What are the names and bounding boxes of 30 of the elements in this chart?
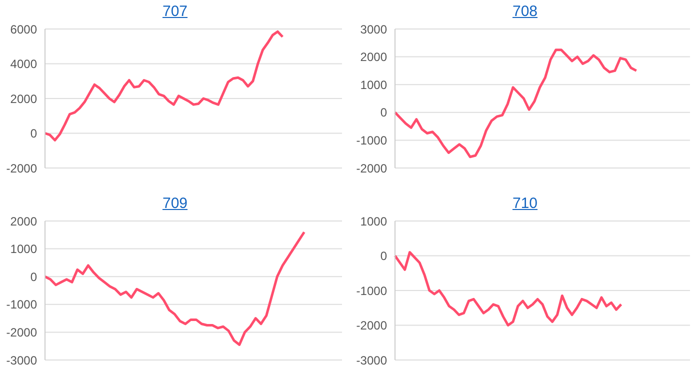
- line-series: [44, 230, 306, 346]
- line-series: [394, 48, 638, 158]
- chart-title: 710: [512, 195, 538, 212]
- y-tick-label: 0: [380, 106, 388, 120]
- y-tick-label: 4000: [10, 57, 38, 72]
- y-tick-label: -1000: [356, 284, 388, 298]
- y-tick-label: 2000: [10, 92, 38, 106]
- y-tick-label: -2000: [356, 318, 388, 333]
- y-tick-label: -1000: [6, 298, 38, 312]
- y-tick-label: -2000: [6, 325, 38, 340]
- y-tick-label: -2000: [356, 161, 388, 176]
- y-tick-label: -1000: [356, 133, 388, 148]
- y-tick-label: 0: [380, 249, 388, 264]
- y-tick-label: 1000: [360, 78, 388, 92]
- y-tick-label: 1000: [10, 242, 38, 256]
- chart-title: 708: [512, 3, 538, 20]
- y-tick-label: 6000: [10, 22, 38, 36]
- y-tick-label: 0: [30, 270, 38, 284]
- y-tick-label: -3000: [356, 353, 388, 368]
- y-tick-label: -2000: [6, 161, 38, 176]
- y-tick-label: 2000: [10, 214, 38, 228]
- y-tick-label: 2000: [360, 50, 388, 64]
- y-tick-label: 1000: [360, 214, 388, 228]
- y-tick-label: -3000: [6, 353, 38, 368]
- y-tick-label: 0: [30, 126, 38, 141]
- y-tick-label: 3000: [360, 22, 388, 36]
- line-series: [394, 251, 622, 326]
- line-series: [44, 30, 284, 142]
- chart-title: 707: [162, 3, 188, 20]
- chart-title: 709: [162, 195, 188, 212]
